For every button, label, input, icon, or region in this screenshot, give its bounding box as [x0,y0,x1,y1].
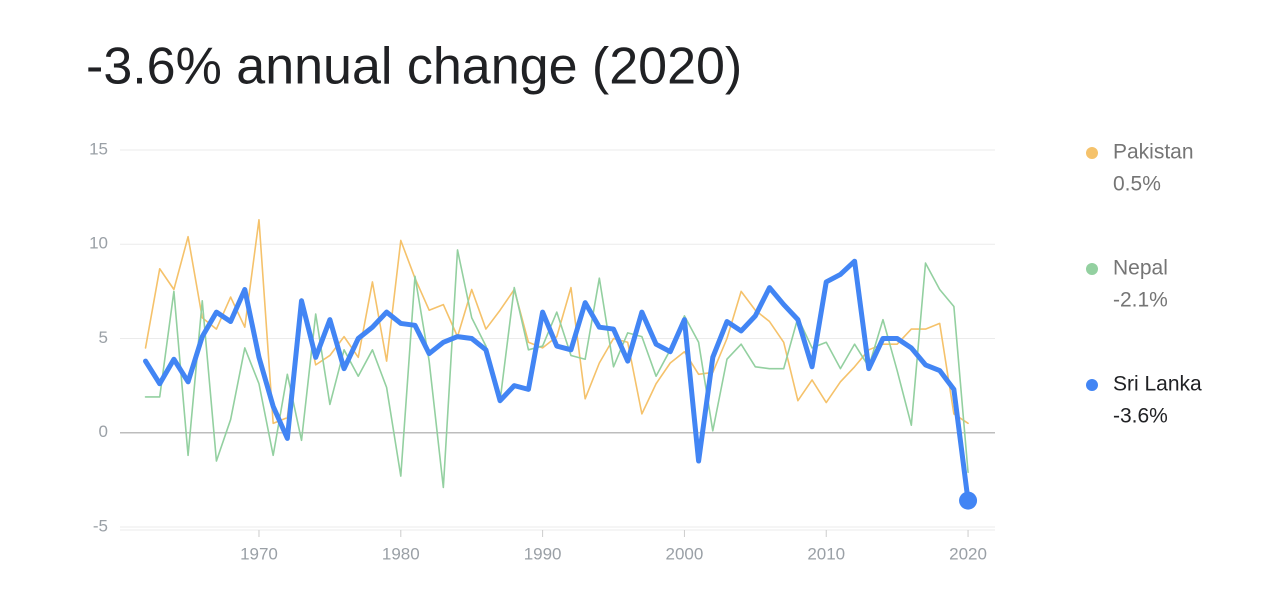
y-tick-label: 5 [99,328,108,347]
y-tick-label: 15 [89,139,108,158]
legend-marker [1086,147,1098,159]
legend-marker [1086,379,1098,391]
legend-name: Pakistan [1113,141,1194,164]
series-line [143,258,971,504]
end-point [959,491,978,510]
chart-title: -3.6% annual change (2020) [86,38,742,96]
series-line [144,249,969,489]
y-tick-label: 10 [89,234,108,253]
x-tick-label: 2010 [807,544,845,563]
x-tick-label: 2000 [666,544,704,563]
legend-marker [1086,263,1098,275]
legend-value: 0.5% [1113,173,1161,196]
legend-value: -2.1% [1113,289,1168,312]
x-tick-label: 1970 [240,544,278,563]
x-tick-label: 2020 [949,544,987,563]
legend-value: -3.6% [1113,405,1168,428]
y-tick-label: -5 [93,516,108,535]
legend-name: Nepal [1113,257,1168,280]
x-tick-label: 1980 [382,544,420,563]
series-line [144,218,969,425]
y-tick-label: 0 [99,422,108,441]
x-tick-label: 1990 [524,544,562,563]
legend-name: Sri Lanka [1113,373,1202,396]
